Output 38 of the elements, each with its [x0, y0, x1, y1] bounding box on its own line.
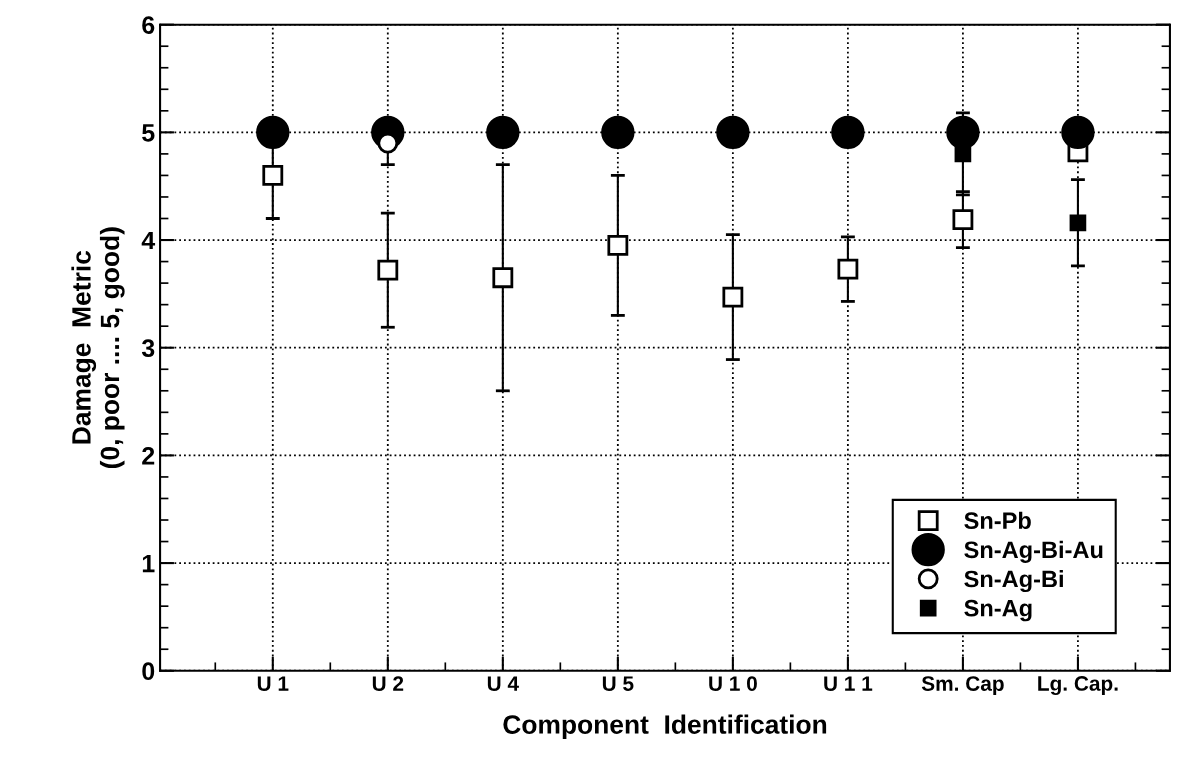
y-tick-label: 5 [142, 124, 155, 142]
x-tick-label: U 1 [257, 676, 289, 691]
y-tick-label: 0 [142, 662, 155, 681]
point [262, 165, 284, 186]
point [377, 259, 399, 281]
x-tick-label: U 5 [602, 676, 634, 691]
x-axis-title: Component Identification [503, 714, 827, 740]
point [492, 267, 514, 289]
point [1061, 115, 1095, 150]
y-tick-label: 2 [142, 447, 155, 465]
legend-label: Sn-Ag [964, 599, 1032, 622]
x-tick-label: U 1 1 [824, 676, 873, 691]
point [377, 132, 399, 154]
point [946, 115, 980, 150]
y-axis-title: Damage Metric (0, poor .... 5, good) [71, 227, 125, 469]
point [722, 286, 744, 308]
point [607, 235, 629, 256]
x-tick-label: U 4 [487, 676, 519, 691]
point [831, 115, 865, 150]
legend-label: Sn-Ag-Bi-Au [964, 540, 1103, 563]
x-tick-label: U 2 [372, 676, 404, 691]
point [601, 115, 635, 150]
point [954, 145, 972, 163]
point [716, 115, 750, 150]
legend-label: Sn-Pb [964, 511, 1031, 530]
x-tick-label: Sm. Cap [921, 676, 1004, 696]
y-tick-label: 3 [141, 339, 155, 358]
y-tick-label: 6 [142, 16, 155, 34]
point [952, 209, 974, 230]
legend-label: Sn-Ag-Bi [964, 570, 1063, 593]
point [1069, 214, 1087, 232]
point [256, 115, 290, 150]
point [837, 258, 859, 280]
point [486, 115, 520, 150]
x-tick-label: U 1 0 [709, 676, 757, 691]
x-tick-label: Lg. Cap. [1038, 676, 1118, 696]
y-tick-label: 4 [141, 231, 156, 250]
y-tick-label: 1 [142, 554, 155, 573]
